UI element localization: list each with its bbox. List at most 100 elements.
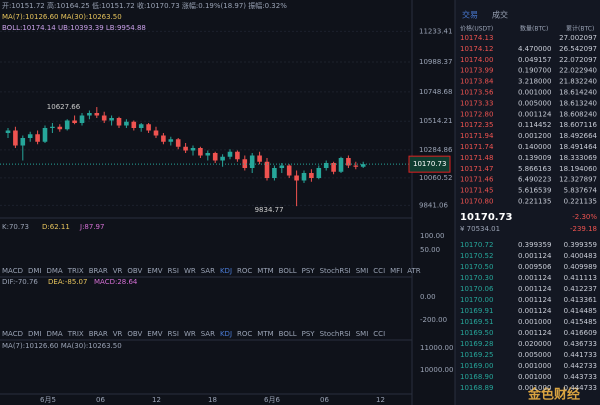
total: 12.327897 [559, 176, 597, 184]
price: 10169.00 [460, 362, 493, 370]
indicator-tab[interactable]: CCI [373, 267, 385, 275]
indicator-tab[interactable]: BOLL [279, 330, 297, 338]
indicator-tab[interactable]: MACD [2, 267, 23, 275]
indicator-tab[interactable]: KDJ [220, 330, 232, 338]
indicator-tab[interactable]: WR [184, 330, 196, 338]
price: 10169.50 [460, 329, 493, 337]
x-tick-label: 06 [96, 396, 105, 404]
order-book-panel [455, 0, 600, 405]
candle-body [272, 168, 277, 178]
y-tick-label: 9841.06 [419, 201, 448, 209]
indicator-tab[interactable]: StochRSI [320, 267, 351, 275]
total: 0.436733 [564, 340, 597, 348]
quantity: 0.049157 [518, 56, 551, 64]
indicator-tab[interactable]: DMI [28, 267, 42, 275]
price: 10168.89 [460, 384, 493, 392]
indicator-tab[interactable]: CCI [373, 330, 385, 338]
x-tick-label: 12 [376, 396, 385, 404]
low-label: 9834.77 [255, 206, 284, 214]
indicator-tab[interactable]: MTM [257, 330, 273, 338]
indicator-tab[interactable]: SAR [201, 330, 215, 338]
indicator-tab[interactable]: SMI [356, 267, 369, 275]
indicator-tab[interactable]: DMA [46, 267, 62, 275]
candle-body [27, 134, 33, 138]
y-tick-label: 10284.86 [419, 146, 453, 154]
candle-body [138, 124, 144, 128]
indicator-tab[interactable]: WR [184, 267, 196, 275]
price: 10171.46 [460, 176, 494, 184]
total: 0.409989 [564, 263, 597, 271]
indicator-tab[interactable]: DMI [28, 330, 42, 338]
high-label: 10627.66 [47, 103, 81, 111]
indicator-tab[interactable]: RSI [168, 330, 179, 338]
candle-body [353, 165, 359, 167]
candle-body [264, 161, 270, 178]
column-header: 数量(BTC) [520, 25, 548, 33]
kdj-k: K:70.73 [2, 223, 29, 231]
vol-tick: 11000.00 [420, 344, 453, 352]
quantity: 0.001000 [518, 89, 551, 97]
candle-body [331, 163, 336, 172]
indicator-tab[interactable]: ATR [407, 267, 421, 275]
candle-body [57, 126, 63, 130]
candle-body [124, 121, 129, 126]
candle-body [212, 153, 218, 161]
indicator-tab[interactable]: TRIX [67, 330, 84, 338]
cny-price: ¥ 70534.01 [460, 225, 500, 233]
indicator-tab[interactable]: PSY [302, 330, 316, 338]
macd-dea: DEA:-85.07 [48, 278, 87, 286]
column-header: 价格(USDT) [460, 25, 493, 33]
y-tick-label: 10514.21 [419, 117, 452, 125]
quantity: 0.001124 [518, 110, 552, 118]
quantity: 0.001124 [518, 307, 552, 315]
indicator-tab[interactable]: SAR [201, 267, 215, 275]
total: 27.002097 [559, 34, 597, 42]
candle-body [35, 134, 40, 142]
indicator-tab[interactable]: BRAR [89, 267, 108, 275]
indicator-tab[interactable]: EMV [147, 267, 162, 275]
indicator-tab[interactable]: KDJ [220, 267, 232, 275]
indicator-tab[interactable]: StochRSI [320, 330, 351, 338]
indicator-tab[interactable]: DMA [46, 330, 62, 338]
indicator-tab[interactable]: MFI [390, 267, 402, 275]
indicator-tab[interactable]: TRIX [67, 267, 84, 275]
price: 10170.72 [460, 241, 493, 249]
price: 10171.47 [460, 165, 493, 173]
candle-body [220, 156, 225, 161]
price: 10169.25 [460, 351, 493, 359]
indicator-tab[interactable]: PSY [302, 267, 316, 275]
candle-body [87, 113, 92, 116]
indicator-tab[interactable]: MACD [2, 330, 23, 338]
candle-body [42, 128, 48, 142]
total: 0.411113 [564, 274, 597, 282]
macd-dif: DIF:-70.76 [2, 278, 38, 286]
indicator-tab[interactable]: VR [113, 330, 123, 338]
change-abs: -239.18 [570, 225, 597, 233]
indicator-tab[interactable]: BOLL [279, 267, 297, 275]
price: 10173.33 [460, 99, 493, 107]
indicator-tab[interactable]: ROC [237, 267, 252, 275]
book-tab[interactable]: 成交 [492, 10, 508, 20]
indicator-tab[interactable]: ROC [237, 330, 252, 338]
total: 0.441733 [564, 351, 597, 359]
price: 10170.52 [460, 252, 493, 260]
indicator-tab[interactable]: VR [113, 267, 123, 275]
indicator-tab[interactable]: MTM [257, 267, 273, 275]
quantity: 0.139009 [518, 154, 551, 162]
candle-body [249, 155, 255, 168]
indicator-tab[interactable]: RSI [168, 267, 179, 275]
indicator-tab[interactable]: OBV [127, 267, 142, 275]
price: 10174.13 [460, 34, 493, 42]
kdj-j: J:87.97 [79, 223, 104, 231]
book-tab[interactable]: 交易 [462, 10, 478, 20]
kdj-tick: 50.00 [420, 246, 440, 254]
candle-body [94, 113, 100, 116]
indicator-tab[interactable]: SMI [356, 330, 369, 338]
indicator-tab[interactable]: OBV [127, 330, 142, 338]
price: 10171.94 [460, 132, 494, 140]
total: 0.414485 [564, 307, 597, 315]
indicator-tab[interactable]: EMV [147, 330, 162, 338]
candle-body [205, 153, 211, 156]
indicator-tab[interactable]: BRAR [89, 330, 108, 338]
total: 0.443733 [564, 373, 597, 381]
